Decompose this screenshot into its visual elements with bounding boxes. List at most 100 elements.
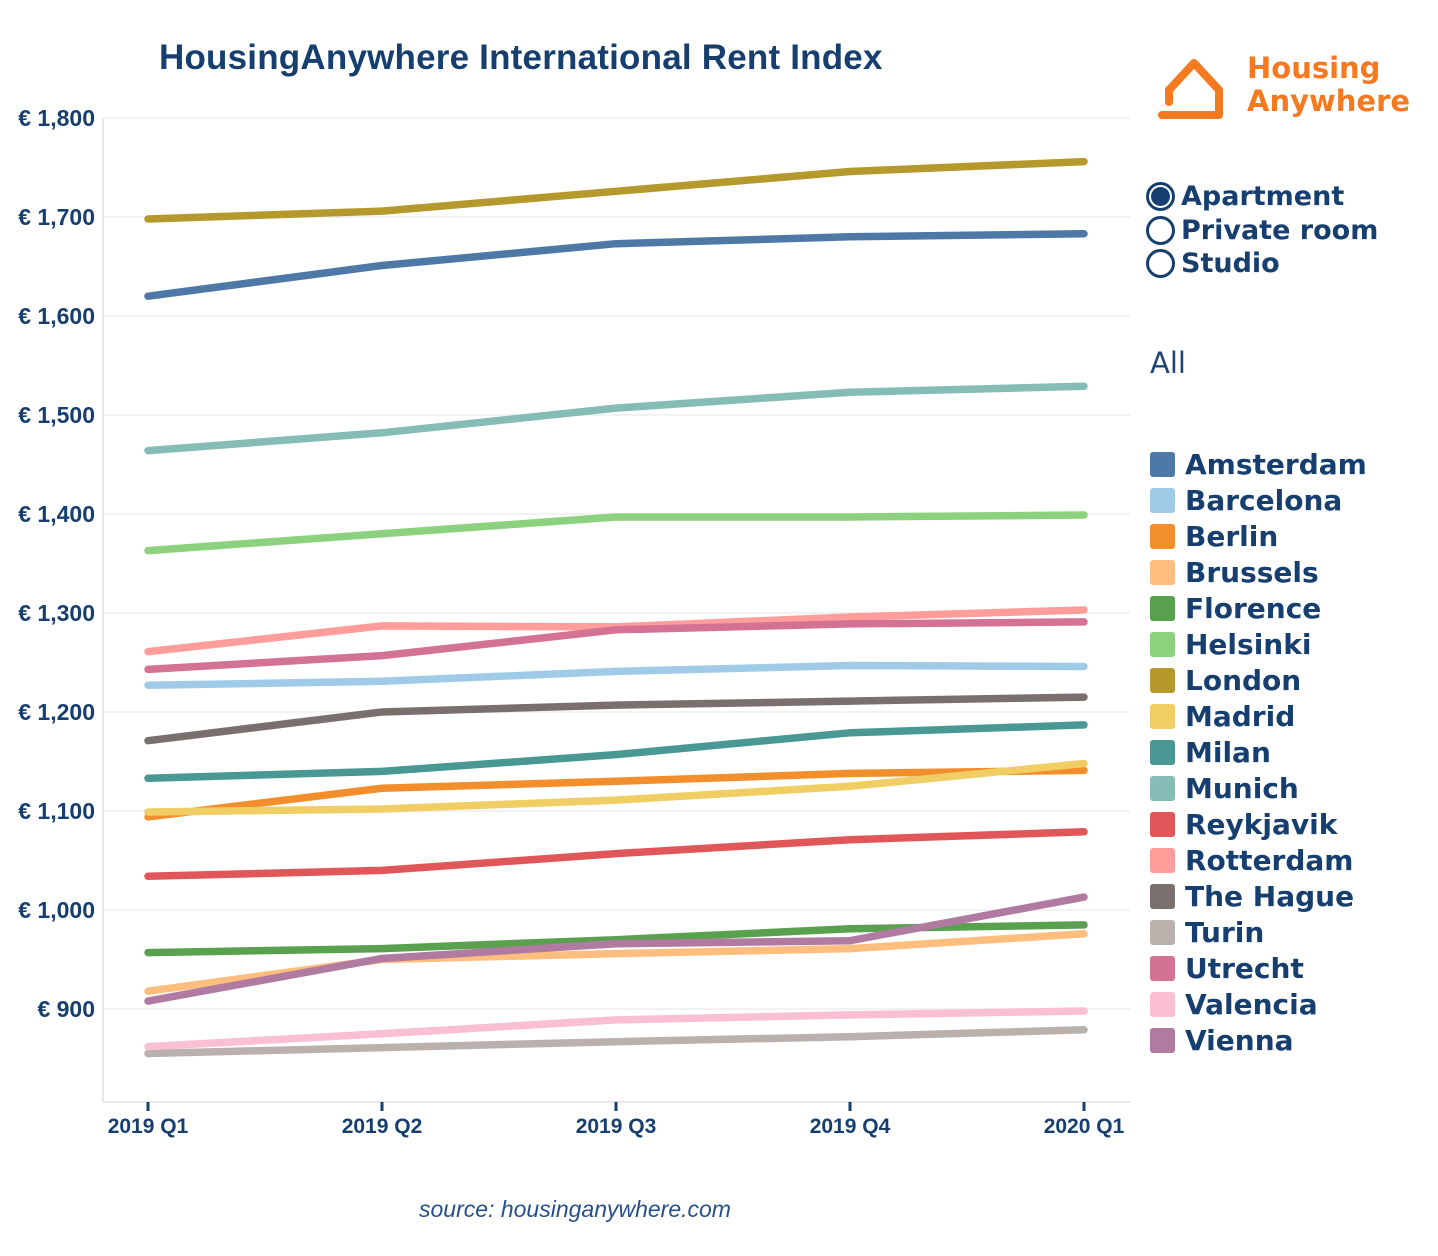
line-valencia xyxy=(144,1007,1088,1051)
legend-item-rotterdam: Rotterdam xyxy=(1150,842,1367,878)
y-axis-label: € 1,100 xyxy=(18,798,95,824)
legend-label: Madrid xyxy=(1185,699,1296,733)
legend-label: Utrecht xyxy=(1185,951,1304,985)
legend-label: Reykjavik xyxy=(1185,807,1338,841)
line-berlin xyxy=(144,766,1088,821)
legend-item-the-hague: The Hague xyxy=(1150,878,1367,914)
legend-label: Milan xyxy=(1185,735,1271,769)
line-florence xyxy=(144,921,1088,957)
y-axis-label: € 1,600 xyxy=(18,303,95,329)
logo-wordmark: Housing Anywhere xyxy=(1247,52,1410,118)
line-utrecht xyxy=(144,618,1088,674)
legend-swatch xyxy=(1150,847,1175,873)
y-axis-label: € 1,800 xyxy=(18,105,95,131)
legend-item-florence: Florence xyxy=(1150,590,1367,626)
city-filter-dropdown[interactable]: All xyxy=(1150,346,1186,380)
radio-label: Private room xyxy=(1181,214,1379,246)
legend-swatch xyxy=(1150,487,1175,513)
radio-private-room[interactable]: Private room xyxy=(1146,214,1378,248)
legend-item-berlin: Berlin xyxy=(1150,518,1367,554)
city-legend: Amsterdam Barcelona Berlin Brussels Florence… xyxy=(1150,446,1367,1058)
x-axis-label: 2019 Q4 xyxy=(810,1115,891,1138)
legend-swatch xyxy=(1150,919,1175,945)
legend-label: Valencia xyxy=(1185,987,1318,1021)
legend-swatch xyxy=(1150,595,1175,621)
legend-label: Rotterdam xyxy=(1185,843,1354,877)
x-axis-label: 2019 Q1 xyxy=(108,1115,189,1138)
source-note: source: housinganywhere.com xyxy=(419,1196,731,1222)
y-axis-label: € 1,700 xyxy=(18,204,95,230)
legend-label: Vienna xyxy=(1185,1023,1294,1057)
legend-item-helsinki: Helsinki xyxy=(1150,626,1367,662)
radio-label: Studio xyxy=(1181,248,1280,280)
radio-studio[interactable]: Studio xyxy=(1146,247,1378,281)
legend-swatch xyxy=(1150,667,1175,693)
line-reykjavik xyxy=(144,828,1088,881)
radio-unselected-icon[interactable] xyxy=(1146,215,1175,245)
line-milan xyxy=(144,721,1088,783)
legend-swatch xyxy=(1150,631,1175,657)
line-barcelona xyxy=(144,661,1088,690)
legend-item-madrid: Madrid xyxy=(1150,698,1367,734)
legend-swatch xyxy=(1150,883,1175,909)
legend-swatch xyxy=(1150,991,1175,1017)
line-london xyxy=(144,157,1088,223)
line-madrid xyxy=(144,759,1088,816)
x-axis-label: 2020 Q1 xyxy=(1044,1115,1125,1138)
legend-item-munich: Munich xyxy=(1150,770,1367,806)
legend-swatch xyxy=(1150,1027,1175,1053)
legend-swatch xyxy=(1150,775,1175,801)
x-axis-label: 2019 Q2 xyxy=(342,1115,423,1138)
legend-label: Berlin xyxy=(1185,519,1279,553)
property-type-radio-group: Apartment Private room Studio xyxy=(1146,180,1378,281)
housinganywhere-logo: Housing Anywhere xyxy=(1155,48,1410,126)
y-axis-label: € 1,500 xyxy=(18,402,95,428)
line-turin xyxy=(144,1026,1088,1058)
legend-item-barcelona: Barcelona xyxy=(1150,482,1367,518)
legend-label: Turin xyxy=(1185,915,1265,949)
legend-item-brussels: Brussels xyxy=(1150,554,1367,590)
line-munich xyxy=(144,382,1088,455)
radio-selected-icon[interactable] xyxy=(1146,182,1175,212)
legend-item-utrecht: Utrecht xyxy=(1150,950,1367,986)
logo-word-anywhere: Anywhere xyxy=(1247,84,1411,118)
legend-item-amsterdam: Amsterdam xyxy=(1150,446,1367,482)
page-title: HousingAnywhere International Rent Index xyxy=(159,38,883,77)
y-axis-label: € 1,200 xyxy=(18,699,95,725)
rent-index-line-chart: € 1,800 € 1,700 € 1,600 € 1,500 € 1,400 € 1,3… xyxy=(18,105,1130,1138)
legend-swatch xyxy=(1150,523,1175,549)
y-axis-label: € 1,300 xyxy=(18,600,95,626)
legend-swatch xyxy=(1150,955,1175,981)
legend-swatch xyxy=(1150,451,1175,477)
legend-swatch xyxy=(1150,559,1175,585)
line-the-hague xyxy=(144,693,1088,745)
legend-label: The Hague xyxy=(1185,879,1355,913)
logo-word-housing: Housing xyxy=(1247,51,1381,85)
legend-label: Brussels xyxy=(1185,555,1319,589)
legend-label: Munich xyxy=(1185,771,1299,805)
radio-apartment[interactable]: Apartment xyxy=(1146,180,1378,214)
x-axis-label: 2019 Q3 xyxy=(576,1115,657,1138)
line-vienna xyxy=(144,893,1088,1005)
legend-label: Florence xyxy=(1185,591,1322,625)
radio-unselected-icon[interactable] xyxy=(1146,249,1175,279)
y-axis-label: € 900 xyxy=(37,996,95,1022)
line-amsterdam xyxy=(144,230,1088,300)
legend-label: Amsterdam xyxy=(1185,447,1367,481)
legend-label: Barcelona xyxy=(1185,483,1343,517)
legend-item-turin: Turin xyxy=(1150,914,1367,950)
legend-item-valencia: Valencia xyxy=(1150,986,1367,1022)
y-axis-label: € 1,400 xyxy=(18,501,95,527)
legend-item-milan: Milan xyxy=(1150,734,1367,770)
legend-swatch xyxy=(1150,739,1175,765)
y-axis-label: € 1,000 xyxy=(18,897,95,923)
house-icon xyxy=(1158,59,1223,119)
legend-swatch xyxy=(1150,703,1175,729)
legend-item-vienna: Vienna xyxy=(1150,1022,1367,1058)
radio-label: Apartment xyxy=(1181,181,1345,213)
legend-item-london: London xyxy=(1150,662,1367,698)
legend-swatch xyxy=(1150,811,1175,837)
legend-item-reykjavik: Reykjavik xyxy=(1150,806,1367,842)
line-helsinki xyxy=(144,511,1088,555)
legend-label: London xyxy=(1185,663,1302,697)
